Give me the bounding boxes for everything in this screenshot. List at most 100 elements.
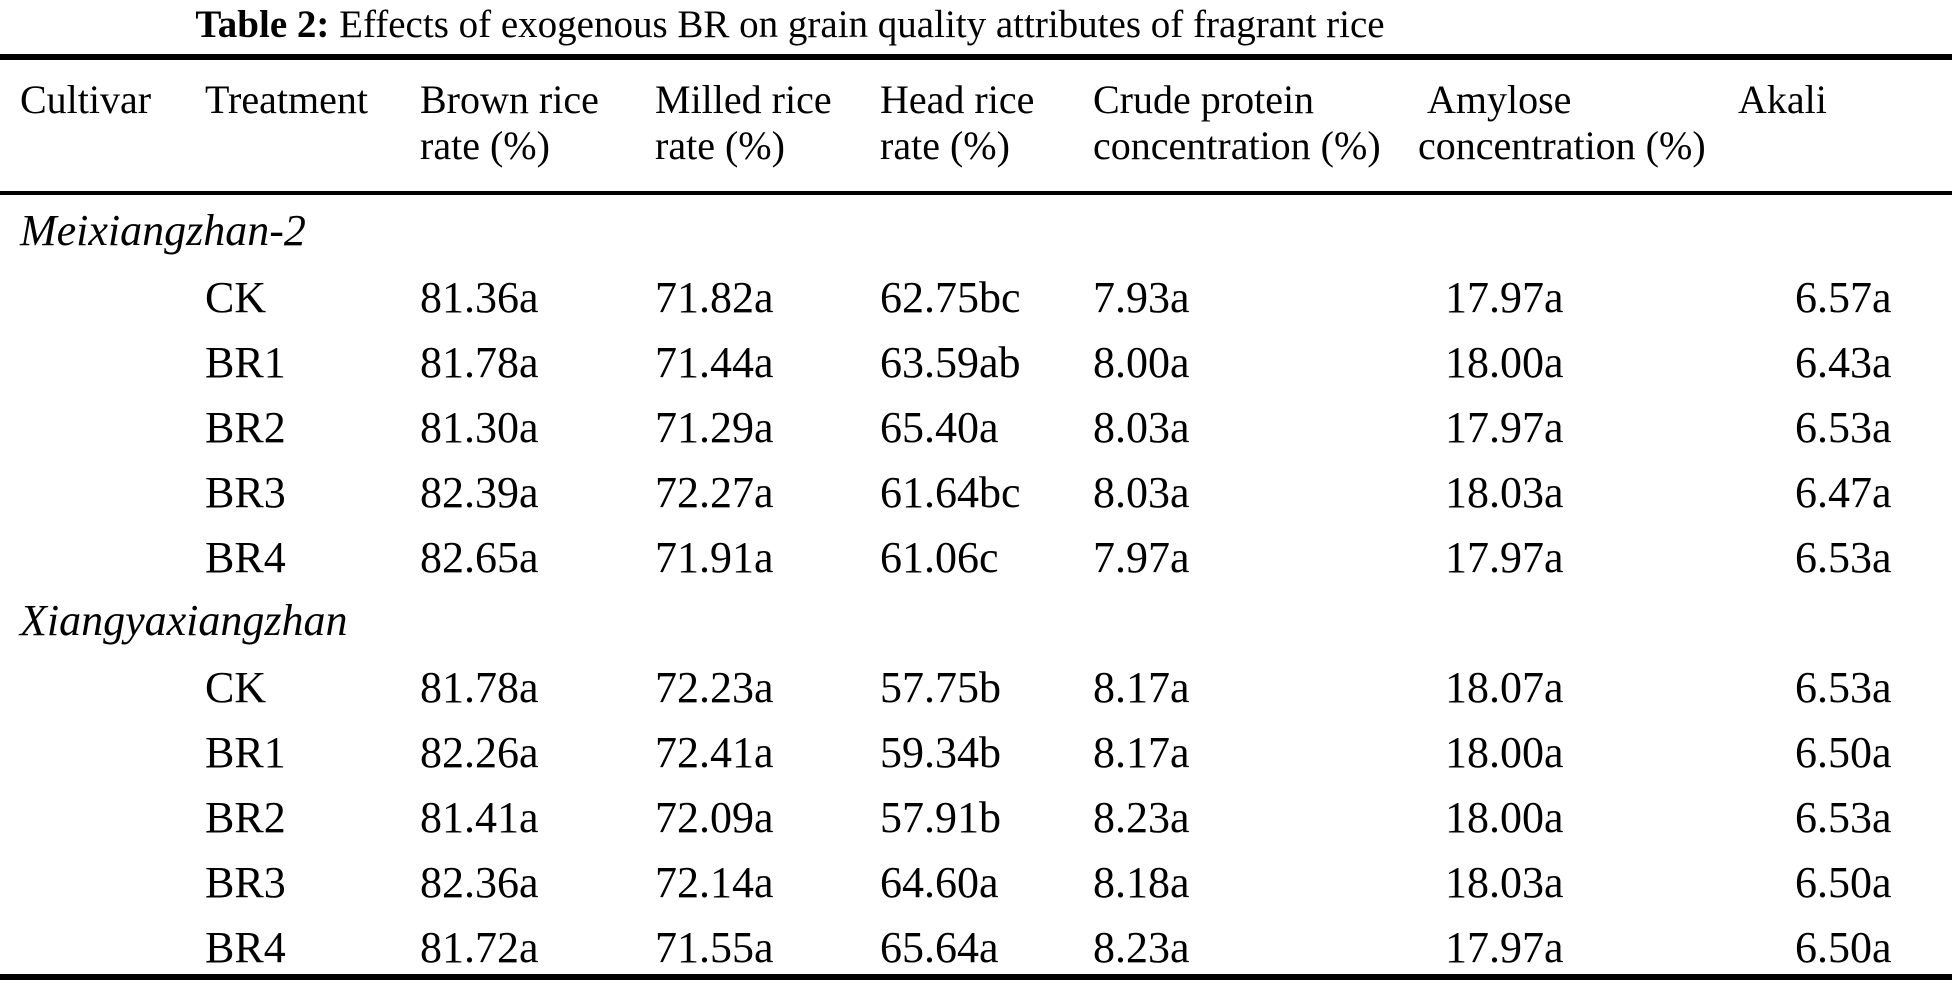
table-top-rule: [0, 54, 1952, 60]
cell-crude: 8.23a: [1093, 923, 1190, 972]
cell-milled: 72.27a: [655, 468, 774, 517]
cell-head: 65.40a: [880, 403, 999, 452]
cell-akali: 6.47a: [1795, 468, 1892, 517]
cell-head: 57.91b: [880, 793, 1001, 842]
cell-akali: 6.53a: [1795, 533, 1892, 582]
cell-amylose: 17.97a: [1445, 533, 1564, 582]
cell-milled: 72.23a: [655, 663, 774, 712]
cell-brown: 82.26a: [420, 728, 539, 777]
cell-head: 64.60a: [880, 858, 999, 907]
table-body: Meixiangzhan-2 CK 81.36a 71.82a 62.75bc 7.93a…: [0, 200, 1952, 980]
column-header-crude-protein: Crude protein: [1093, 77, 1315, 122]
table-row: BR3 82.39a 72.27a 61.64bc 8.03a 18.03a 6.47a: [0, 460, 1952, 525]
column-header-amylose-sub: concentration (%): [1418, 123, 1706, 168]
cell-treatment: BR1: [205, 338, 286, 387]
table-row: BR2 81.41a 72.09a 57.91b 8.23a 18.00a 6.53a: [0, 785, 1952, 850]
cell-brown: 82.36a: [420, 858, 539, 907]
cell-treatment: CK: [205, 663, 267, 712]
column-header-head-rice-sub: rate (%): [880, 123, 1010, 168]
cell-brown: 82.65a: [420, 533, 539, 582]
table-row: CK 81.36a 71.82a 62.75bc 7.93a 17.97a 6.57a: [0, 265, 1952, 330]
table-row: BR1 81.78a 71.44a 63.59ab 8.00a 18.00a 6.43a: [0, 330, 1952, 395]
table-bottom-rule: [0, 974, 1952, 980]
table-caption-text: Effects of exogenous BR on grain quality…: [339, 3, 1385, 46]
cell-brown: 81.78a: [420, 663, 539, 712]
cell-crude: 8.23a: [1093, 793, 1190, 842]
table-row: CK 81.78a 72.23a 57.75b 8.17a 18.07a 6.53a: [0, 655, 1952, 720]
cell-treatment: BR4: [205, 533, 286, 582]
cell-amylose: 18.03a: [1445, 468, 1564, 517]
cell-head: 61.64bc: [880, 468, 1021, 517]
column-header-treatment: Treatment: [205, 77, 368, 122]
cell-treatment: BR4: [205, 923, 286, 972]
cell-brown: 81.41a: [420, 793, 539, 842]
cultivar-name: Meixiangzhan-2: [20, 206, 306, 255]
column-header-milled-rice: Milled rice: [655, 77, 832, 122]
cell-akali: 6.53a: [1795, 403, 1892, 452]
cell-treatment: BR2: [205, 793, 286, 842]
cell-head: 57.75b: [880, 663, 1001, 712]
cell-head: 61.06c: [880, 533, 999, 582]
cell-milled: 72.41a: [655, 728, 774, 777]
table-row: BR4 82.65a 71.91a 61.06c 7.97a 17.97a 6.53a: [0, 525, 1952, 590]
cell-brown: 81.78a: [420, 338, 539, 387]
table-caption: Table 2: Effects of exogenous BR on grai…: [0, 2, 1580, 47]
table-row: BR4 81.72a 71.55a 65.64a 8.23a 17.97a 6.50a: [0, 915, 1952, 980]
cell-amylose: 18.00a: [1445, 793, 1564, 842]
cell-head: 63.59ab: [880, 338, 1021, 387]
cell-milled: 71.82a: [655, 273, 774, 322]
cell-crude: 8.03a: [1093, 468, 1190, 517]
column-header-amylose: Amylose: [1427, 77, 1572, 122]
cell-amylose: 17.97a: [1445, 273, 1564, 322]
cell-akali: 6.43a: [1795, 338, 1892, 387]
table-header-rule: [0, 191, 1952, 195]
table-row: BR1 82.26a 72.41a 59.34b 8.17a 18.00a 6.50a: [0, 720, 1952, 785]
cell-amylose: 18.00a: [1445, 338, 1564, 387]
cell-brown: 81.30a: [420, 403, 539, 452]
column-header-cultivar: Cultivar: [20, 77, 152, 122]
cell-treatment: BR3: [205, 858, 286, 907]
cell-amylose: 17.97a: [1445, 403, 1564, 452]
table-caption-label: Table 2:: [195, 3, 330, 46]
cell-amylose: 17.97a: [1445, 923, 1564, 972]
column-header-brown-rice-sub: rate (%): [420, 123, 550, 168]
cultivar-group-row: Xiangyaxiangzhan: [0, 590, 1952, 655]
cell-crude: 7.97a: [1093, 533, 1190, 582]
cell-treatment: BR3: [205, 468, 286, 517]
cell-akali: 6.53a: [1795, 793, 1892, 842]
cell-head: 59.34b: [880, 728, 1001, 777]
cell-milled: 71.91a: [655, 533, 774, 582]
cell-head: 65.64a: [880, 923, 999, 972]
cell-treatment: CK: [205, 273, 267, 322]
cell-crude: 7.93a: [1093, 273, 1190, 322]
cell-akali: 6.50a: [1795, 858, 1892, 907]
cell-crude: 8.03a: [1093, 403, 1190, 452]
column-header-akali: Akali: [1738, 77, 1827, 122]
table-header: Cultivar Treatment Brown rice rate (%) M…: [0, 62, 1952, 191]
cell-treatment: BR2: [205, 403, 286, 452]
table-row: BR2 81.30a 71.29a 65.40a 8.03a 17.97a 6.53a: [0, 395, 1952, 460]
cell-milled: 72.14a: [655, 858, 774, 907]
cell-milled: 71.29a: [655, 403, 774, 452]
cell-amylose: 18.03a: [1445, 858, 1564, 907]
column-header-brown-rice: Brown rice: [420, 77, 599, 122]
cell-brown: 81.36a: [420, 273, 539, 322]
cell-brown: 81.72a: [420, 923, 539, 972]
column-header-crude-protein-sub: concentration (%): [1093, 123, 1381, 168]
cell-akali: 6.57a: [1795, 273, 1892, 322]
table-row: BR3 82.36a 72.14a 64.60a 8.18a 18.03a 6.50a: [0, 850, 1952, 915]
cell-milled: 71.55a: [655, 923, 774, 972]
cell-crude: 8.17a: [1093, 728, 1190, 777]
cell-crude: 8.18a: [1093, 858, 1190, 907]
column-header-head-rice: Head rice: [880, 77, 1035, 122]
cell-amylose: 18.00a: [1445, 728, 1564, 777]
cell-milled: 71.44a: [655, 338, 774, 387]
cell-crude: 8.17a: [1093, 663, 1190, 712]
cell-akali: 6.50a: [1795, 728, 1892, 777]
cell-akali: 6.50a: [1795, 923, 1892, 972]
cell-akali: 6.53a: [1795, 663, 1892, 712]
cultivar-name: Xiangyaxiangzhan: [20, 596, 348, 645]
cell-crude: 8.00a: [1093, 338, 1190, 387]
cell-brown: 82.39a: [420, 468, 539, 517]
